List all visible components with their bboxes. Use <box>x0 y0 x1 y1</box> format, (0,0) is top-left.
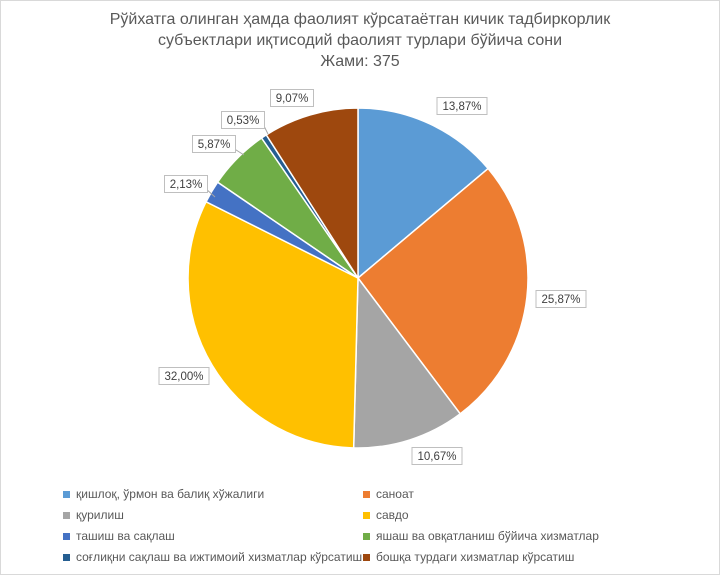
data-label-7: 0,53% <box>221 111 265 129</box>
legend-item-8: бошқа турдаги хизматлар кўрсатиш <box>363 548 663 566</box>
data-label-box <box>192 135 236 153</box>
legend-label: яшаш ва овқатланиш бўйича хизматлар <box>376 529 599 543</box>
legend-swatch <box>63 490 70 498</box>
data-label-box <box>221 111 265 129</box>
legend-label: қишлоқ, ўрмон ва балиқ хўжалиги <box>76 487 265 501</box>
legend-item-1: қишлоқ, ўрмон ва балиқ хўжалиги <box>63 485 363 503</box>
data-label-2: 25,87% <box>535 290 587 308</box>
legend: қишлоқ, ўрмон ва балиқ хўжалиги саноат қур… <box>63 485 663 566</box>
legend-label: қурилиш <box>76 508 124 522</box>
data-label-text: 9,07% <box>276 93 309 105</box>
data-label-6: 5,87% <box>192 135 236 153</box>
chart-title-total: Жами: 375 <box>320 53 400 70</box>
legend-label: соғлиқни сақлаш ва ижтимоий хизматлар кў… <box>76 550 363 564</box>
data-label-4: 32,00% <box>158 367 210 385</box>
pie-slice-1 <box>357 107 490 280</box>
legend-swatch <box>63 553 70 561</box>
data-label-text: 5,87% <box>198 139 231 151</box>
data-label-5: 2,13% <box>164 175 208 193</box>
data-label-text: 0,53% <box>227 115 260 127</box>
legend-item-2: саноат <box>363 485 663 503</box>
legend-label: саноат <box>376 487 414 501</box>
legend-item-6: яшаш ва овқатланиш бўйича хизматлар <box>363 527 663 545</box>
data-label-box <box>436 97 488 115</box>
legend-item-4: савдо <box>363 506 663 524</box>
data-label-3: 10,67% <box>411 447 463 465</box>
pie-slice-2 <box>356 167 529 415</box>
legend-item-7: соғлиқни сақлаш ва ижтимоий хизматлар кў… <box>63 548 363 566</box>
legend-swatch <box>63 511 70 519</box>
legend-swatch <box>363 511 370 519</box>
legend-swatch <box>363 490 370 498</box>
data-label-box <box>164 175 208 193</box>
legend-swatch <box>363 553 370 561</box>
pie-slice-3 <box>352 275 462 449</box>
legend-label: бошқа турдаги хизматлар кўрсатиш <box>376 550 575 564</box>
data-label-text: 10,67% <box>417 451 456 463</box>
chart-title-line-2: субъектлари иқтисодий фаолият турлари бў… <box>157 32 563 49</box>
data-label-box <box>535 290 587 308</box>
data-label-text: 32,00% <box>164 371 203 383</box>
pie-chart: 13,87% 25,87% 10,67% 32,00% 2,13% 5,87% 0,53% 9… <box>158 89 587 465</box>
data-label-box <box>270 89 314 107</box>
data-label-8: 9,07% <box>270 89 314 107</box>
chart-title-line-1: Рўйхатга олинган ҳамда фаолият кўрсатаёт… <box>109 11 611 28</box>
data-label-box <box>411 447 463 465</box>
legend-label: ташиш ва сақлаш <box>76 529 175 543</box>
pie-slice-4 <box>187 200 359 449</box>
data-label-text: 13,87% <box>442 101 481 113</box>
legend-item-5: ташиш ва сақлаш <box>63 527 363 545</box>
data-label-1: 13,87% <box>436 97 488 115</box>
legend-item-3: қурилиш <box>63 506 363 524</box>
legend-swatch <box>363 532 370 540</box>
data-label-box <box>158 367 210 385</box>
chart-title: Рўйхатга олинган ҳамда фаолият кўрсатаёт… <box>1 9 719 72</box>
data-label-text: 2,13% <box>170 179 203 191</box>
legend-swatch <box>63 532 70 540</box>
legend-label: савдо <box>376 508 409 522</box>
data-label-text: 25,87% <box>541 294 580 306</box>
